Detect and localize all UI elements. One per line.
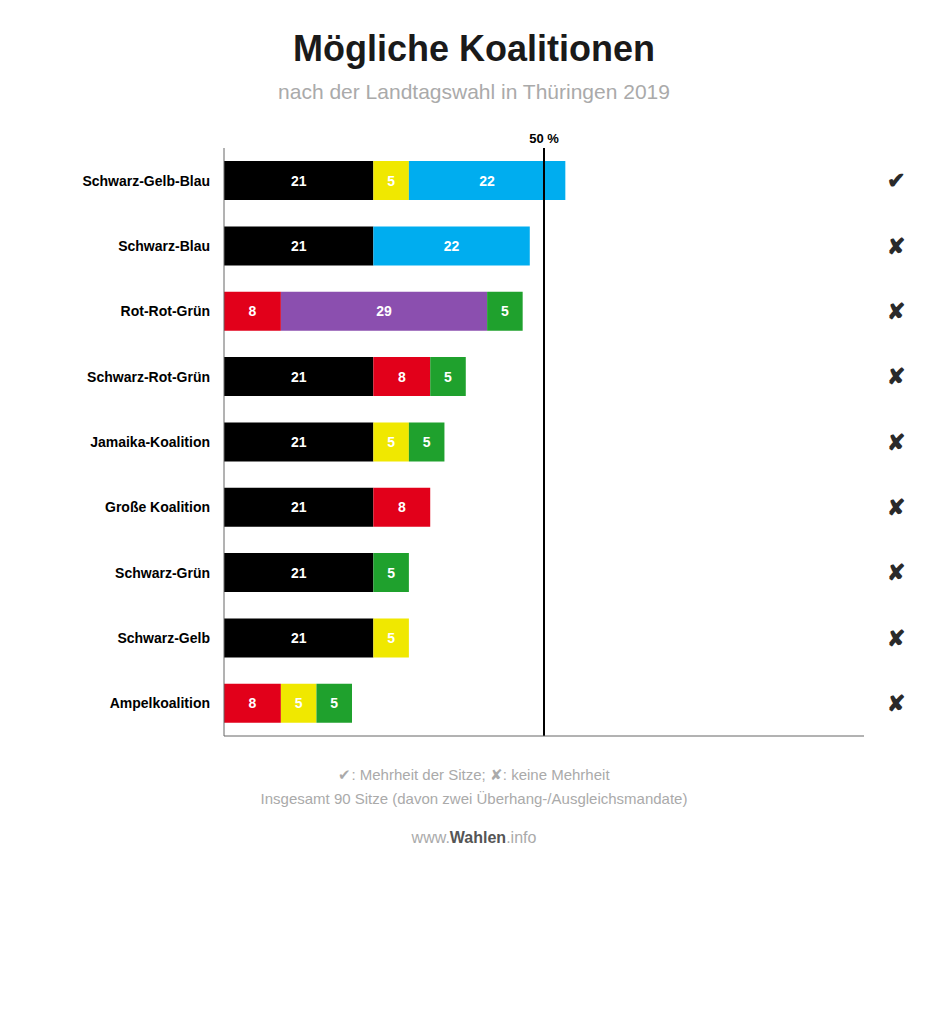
svg-text:5: 5 <box>387 630 395 646</box>
html-text:Mögliche Koalitionen: Mögliche Koalitionen <box>293 28 655 69</box>
svg-text:✔: ✔ <box>887 168 905 193</box>
svg-text:21: 21 <box>291 173 307 189</box>
svg-text:21: 21 <box>291 369 307 385</box>
svg-text:Schwarz-Gelb-Blau: Schwarz-Gelb-Blau <box>82 173 210 189</box>
svg-text:21: 21 <box>291 630 307 646</box>
svg-text:5: 5 <box>387 173 395 189</box>
svg-text:8: 8 <box>398 499 406 515</box>
svg-text:29: 29 <box>376 303 392 319</box>
svg-text:✘: ✘ <box>887 626 905 651</box>
svg-text:8: 8 <box>249 303 257 319</box>
html-text:✔: Mehrheit der Sitze; ✘: kein: ✔: Mehrheit der Sitze; ✘: keine Mehrheit <box>338 766 610 783</box>
svg-text:✘: ✘ <box>887 299 905 324</box>
svg-text:5: 5 <box>387 565 395 581</box>
svg-text:✘: ✘ <box>887 364 905 389</box>
html-text:nach der Landtagswahl in Thüri: nach der Landtagswahl in Thüringen 2019 <box>278 80 670 103</box>
svg-text:✘: ✘ <box>887 430 905 455</box>
svg-text:5: 5 <box>444 369 452 385</box>
svg-text:Rot-Rot-Grün: Rot-Rot-Grün <box>121 303 210 319</box>
svg-text:Schwarz-Gelb: Schwarz-Gelb <box>117 630 210 646</box>
svg-text:✘: ✘ <box>887 691 905 716</box>
svg-text:8: 8 <box>249 695 257 711</box>
svg-text:Ampelkoalition: Ampelkoalition <box>110 695 210 711</box>
html-text:www. Wahlen.info: www. Wahlen.info <box>411 829 537 846</box>
svg-text:5: 5 <box>423 434 431 450</box>
svg-text:5: 5 <box>330 695 338 711</box>
svg-text:5: 5 <box>387 434 395 450</box>
svg-text:✘: ✘ <box>887 495 905 520</box>
svg-text:8: 8 <box>398 369 406 385</box>
svg-text:21: 21 <box>291 238 307 254</box>
svg-text:✘: ✘ <box>887 234 905 259</box>
svg-text:Schwarz-Blau: Schwarz-Blau <box>118 238 210 254</box>
svg-text:Schwarz-Rot-Grün: Schwarz-Rot-Grün <box>87 369 210 385</box>
svg-text:22: 22 <box>444 238 460 254</box>
svg-text:Große Koalition: Große Koalition <box>105 499 210 515</box>
svg-text:5: 5 <box>295 695 303 711</box>
svg-text:21: 21 <box>291 434 307 450</box>
svg-text:5: 5 <box>501 303 509 319</box>
svg-text:✘: ✘ <box>887 560 905 585</box>
svg-text:Schwarz-Grün: Schwarz-Grün <box>115 565 210 581</box>
svg-text:Jamaika-Koalition: Jamaika-Koalition <box>90 434 210 450</box>
html-text:Insgesamt 90 Sitze (davon zwei: Insgesamt 90 Sitze (davon zwei Überhang-… <box>260 790 688 807</box>
svg-text:21: 21 <box>291 499 307 515</box>
svg-text:22: 22 <box>479 173 495 189</box>
svg-text:21: 21 <box>291 565 307 581</box>
svg-text:50 %: 50 % <box>529 131 559 146</box>
